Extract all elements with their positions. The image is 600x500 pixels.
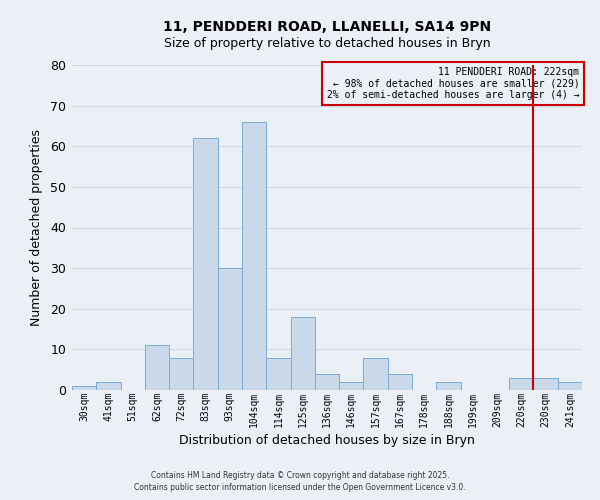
Bar: [242, 122, 266, 390]
Bar: [96, 382, 121, 390]
Bar: [145, 346, 169, 390]
Bar: [218, 268, 242, 390]
Y-axis label: Number of detached properties: Number of detached properties: [31, 129, 44, 326]
Bar: [388, 374, 412, 390]
Text: 11 PENDDERI ROAD: 222sqm
← 98% of detached houses are smaller (229)
2% of semi-d: 11 PENDDERI ROAD: 222sqm ← 98% of detach…: [327, 66, 580, 100]
Bar: [193, 138, 218, 390]
Text: 11, PENDDERI ROAD, LLANELLI, SA14 9PN: 11, PENDDERI ROAD, LLANELLI, SA14 9PN: [163, 20, 491, 34]
Bar: [315, 374, 339, 390]
Bar: [558, 382, 582, 390]
Bar: [339, 382, 364, 390]
Bar: [169, 358, 193, 390]
X-axis label: Distribution of detached houses by size in Bryn: Distribution of detached houses by size …: [179, 434, 475, 446]
Bar: [533, 378, 558, 390]
Bar: [290, 317, 315, 390]
Text: Contains HM Land Registry data © Crown copyright and database right 2025.
Contai: Contains HM Land Registry data © Crown c…: [134, 471, 466, 492]
Text: Size of property relative to detached houses in Bryn: Size of property relative to detached ho…: [164, 38, 490, 51]
Bar: [266, 358, 290, 390]
Bar: [436, 382, 461, 390]
Bar: [364, 358, 388, 390]
Bar: [72, 386, 96, 390]
Bar: [509, 378, 533, 390]
